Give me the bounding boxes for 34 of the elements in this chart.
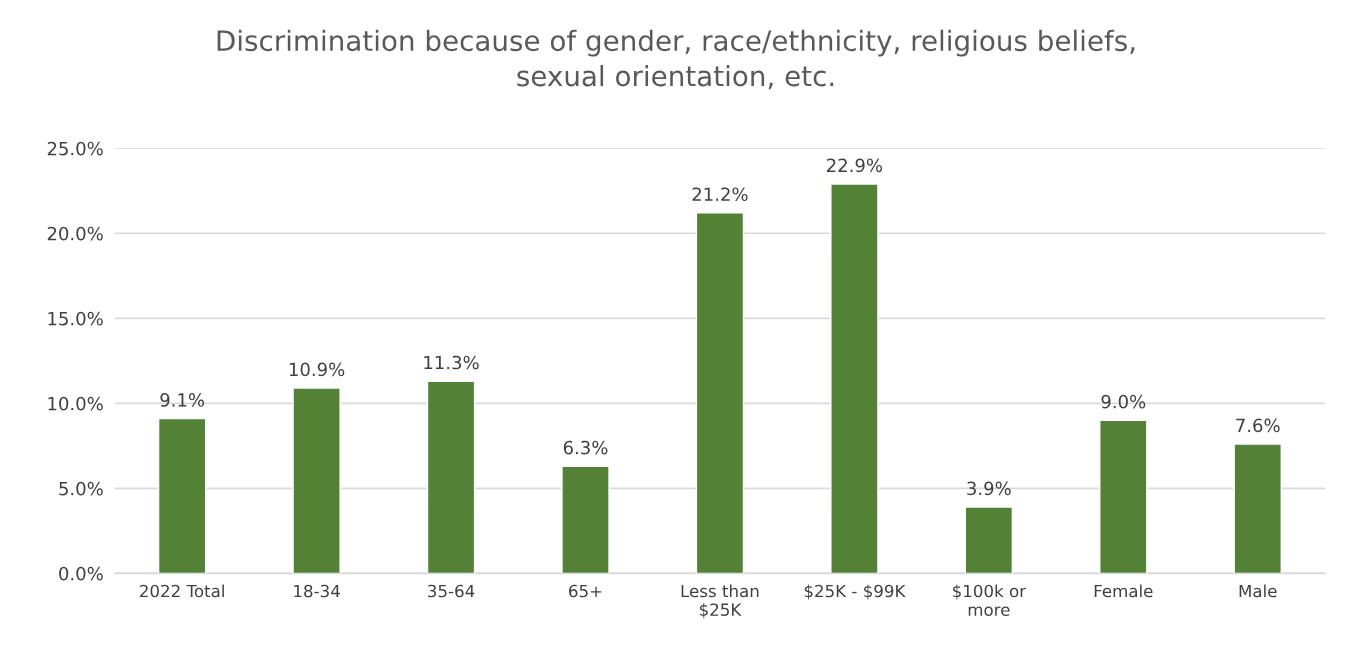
data-label: 10.9% <box>289 362 345 377</box>
data-label: 9.1% <box>160 393 205 407</box>
x-tick-label: Less than $25K <box>681 584 759 619</box>
x-tick-label: 65+ <box>569 584 602 598</box>
bar <box>157 417 207 574</box>
y-tick-label: 10.0% <box>48 396 103 411</box>
y-tick-label: 5.0% <box>59 481 103 496</box>
x-tick-label: 35-64 <box>428 584 475 598</box>
bar <box>1099 419 1148 574</box>
bar <box>964 506 1014 574</box>
bar <box>292 387 341 574</box>
bar <box>1233 443 1282 574</box>
bar <box>561 465 610 574</box>
data-label: 3.9% <box>967 481 1011 496</box>
y-tick-label: 25.0% <box>47 141 103 156</box>
y-tick-label: 0.0% <box>59 566 103 581</box>
bar <box>830 183 879 574</box>
data-label: 21.2% <box>692 187 748 202</box>
x-tick-label: $25K - $99K <box>804 584 906 600</box>
chart-title: Discrimination because of gender, race/ethnicity, religious beliefs, sexual orientation, etc. <box>217 29 1135 90</box>
x-tick-label: Female <box>1094 584 1153 598</box>
x-tick-label: 18-34 <box>294 584 340 598</box>
data-label: 6.3% <box>563 440 608 455</box>
data-label: 7.6% <box>1236 418 1280 433</box>
x-tick-label: Male <box>1239 584 1277 598</box>
data-label: 11.3% <box>424 355 479 370</box>
data-label: 9.0% <box>1101 394 1146 409</box>
bar <box>695 212 745 574</box>
data-label: 22.9% <box>827 158 883 173</box>
bar <box>426 380 476 574</box>
x-tick-label: $100k or more <box>953 584 1027 617</box>
y-tick-label: 20.0% <box>47 226 103 241</box>
x-tick-label: 2022 Total <box>140 584 224 598</box>
y-tick-label: 15.0% <box>48 311 103 326</box>
